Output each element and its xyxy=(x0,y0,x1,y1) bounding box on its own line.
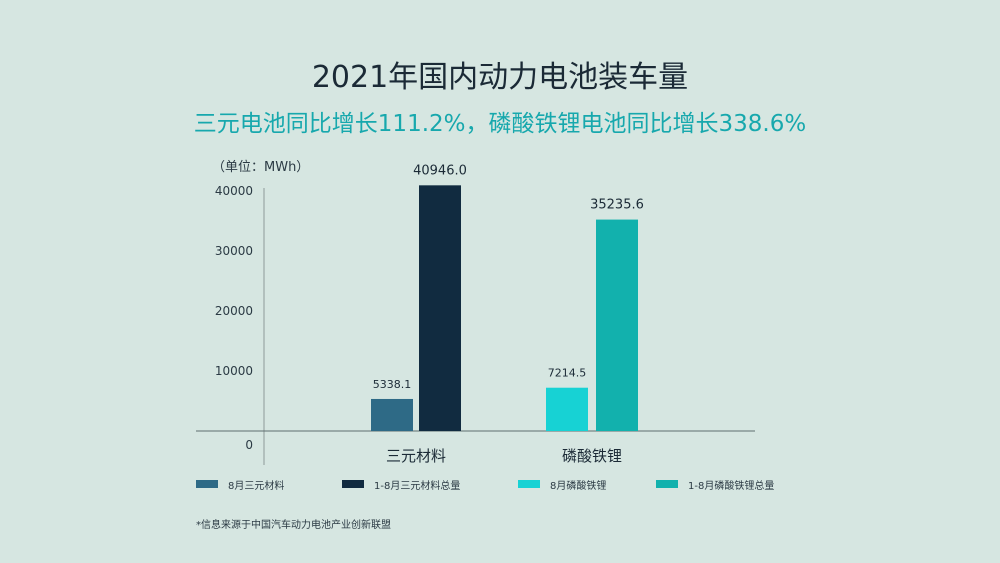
chart-title: 2021年国内动力电池装车量 xyxy=(311,60,689,95)
source-note: *信息来源于中国汽车动力电池产业创新联盟 xyxy=(196,520,391,531)
data-label: 40946.0 xyxy=(413,163,467,178)
y-axis: 0 10000 20000 30000 40000 xyxy=(196,184,755,465)
category-labels: 三元材料 磷酸铁锂 xyxy=(386,447,622,465)
data-label: 35235.6 xyxy=(590,198,644,213)
y-tick-label: 0 xyxy=(245,438,253,452)
legend-item-aug-ternary: 8月三元材料 xyxy=(196,476,284,492)
data-label: 7214.5 xyxy=(548,367,587,380)
legend-swatch xyxy=(518,480,540,488)
legend-label: 8月三元材料 xyxy=(228,480,285,492)
legend-swatch xyxy=(342,480,364,488)
bar xyxy=(371,398,413,431)
bar xyxy=(419,185,461,431)
legend-item-ytd-ternary: 1-8月三元材料总量 xyxy=(342,476,460,492)
unit-label: （单位：MWh） xyxy=(212,160,310,175)
legend: 8月三元材料 1-8月三元材料总量 8月磷酸铁锂 1-8月磷酸铁锂总量 xyxy=(196,476,816,492)
category-label: 磷酸铁锂 xyxy=(562,447,622,465)
legend-label: 8月磷酸铁锂 xyxy=(550,480,607,492)
category-label: 三元材料 xyxy=(386,447,446,465)
bar xyxy=(596,219,638,431)
legend-label: 1-8月三元材料总量 xyxy=(374,480,461,492)
legend-item-aug-lfp: 8月磷酸铁锂 xyxy=(518,476,606,492)
bar xyxy=(546,387,588,431)
legend-item-ytd-lfp: 1-8月磷酸铁锂总量 xyxy=(656,476,774,492)
data-label: 5338.1 xyxy=(373,378,412,391)
y-tick-label: 40000 xyxy=(215,184,253,198)
y-tick-label: 10000 xyxy=(215,364,253,378)
y-tick-label: 30000 xyxy=(215,244,253,258)
bars xyxy=(371,185,638,431)
legend-swatch xyxy=(656,480,678,488)
y-tick-label: 20000 xyxy=(215,304,253,318)
legend-swatch xyxy=(196,480,218,488)
chart-subtitle: 三元电池同比增长111.2%，磷酸铁锂电池同比增长338.6% xyxy=(193,111,807,137)
legend-label: 1-8月磷酸铁锂总量 xyxy=(688,480,775,492)
data-labels: 5338.1 40946.0 7214.5 35235.6 xyxy=(373,163,644,391)
